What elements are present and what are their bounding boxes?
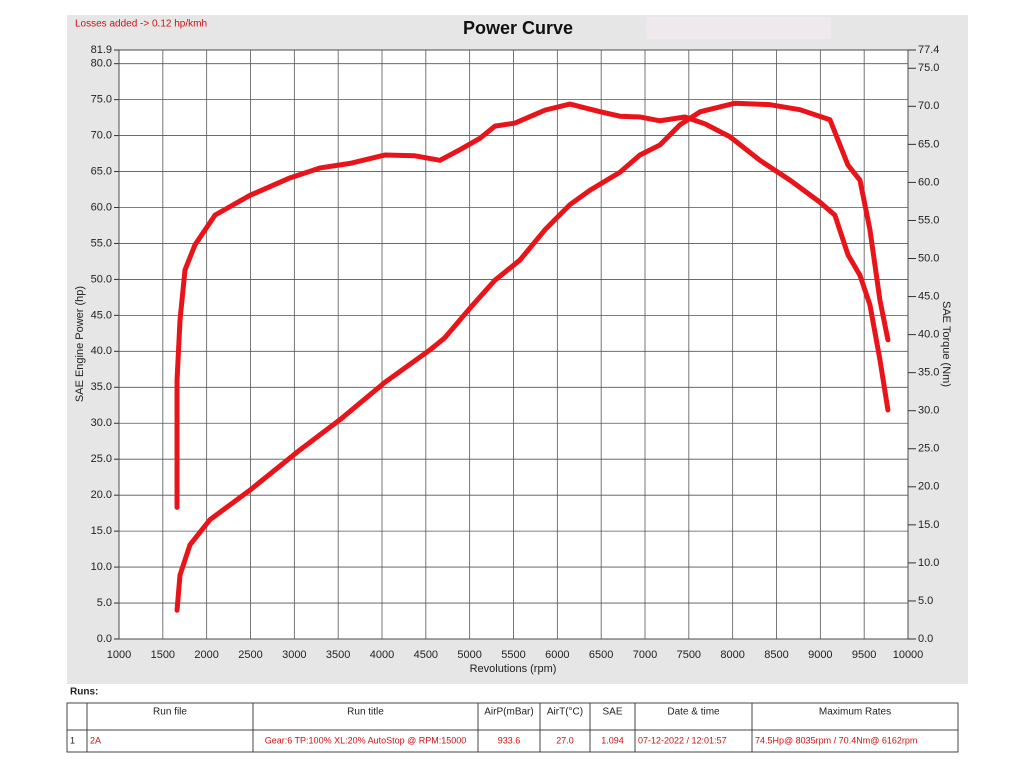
- y-tick-label: 65.0: [91, 165, 112, 177]
- y-tick-label: 15.0: [91, 525, 112, 537]
- y-tick-label: 80.0: [91, 58, 112, 70]
- y2-tick-label: 55.0: [918, 214, 939, 226]
- x-tick-label: 1500: [151, 649, 175, 661]
- y-axis-label: SAE Engine Power (hp): [74, 286, 86, 402]
- table-cell: 27.0: [556, 735, 574, 745]
- x-tick-label: 5500: [501, 649, 525, 661]
- y2-tick-label: 10.0: [918, 557, 939, 569]
- y-tick-label: 10.0: [91, 561, 112, 573]
- x-axis-label: Revolutions (rpm): [470, 663, 557, 675]
- y-tick-label: 45.0: [91, 309, 112, 321]
- y2-tick-label: 20.0: [918, 481, 939, 493]
- y-tick-label: 20.0: [91, 489, 112, 501]
- y2-tick-label: 40.0: [918, 329, 939, 341]
- y2-tick-label: 70.0: [918, 100, 939, 112]
- x-tick-label: 1000: [107, 649, 131, 661]
- y-tick-label: 5.0: [97, 597, 112, 609]
- y-tick-label: 30.0: [91, 417, 112, 429]
- y2-tick-label: 65.0: [918, 138, 939, 150]
- x-tick-label: 2000: [194, 649, 218, 661]
- y2-tick-label: 15.0: [918, 519, 939, 531]
- x-tick-label: 4500: [414, 649, 438, 661]
- table-cell: Gear:6 TP:100% XL:20% AutoStop @ RPM:150…: [265, 735, 467, 745]
- table-header: AirP(mBar): [484, 707, 533, 718]
- power-torque-line: [174, 100, 891, 613]
- table-cell: 2A: [90, 735, 101, 745]
- x-tick-label: 9500: [852, 649, 876, 661]
- table-cell: 933.6: [498, 735, 521, 745]
- x-tick-label: 8000: [720, 649, 744, 661]
- title-box: [646, 17, 831, 39]
- y2-tick-label: 77.4: [918, 44, 939, 56]
- y2-tick-label: 5.0: [918, 595, 933, 607]
- table-header: Run title: [347, 707, 384, 718]
- x-tick-label: 7500: [677, 649, 701, 661]
- annotation: Losses added -> 0.12 hp/kmh: [75, 19, 207, 30]
- x-tick-label: 3000: [282, 649, 306, 661]
- y2-tick-label: 35.0: [918, 367, 939, 379]
- y-tick-label: 75.0: [91, 94, 112, 106]
- y2-tick-label: 25.0: [918, 443, 939, 455]
- x-tick-label: 2500: [238, 649, 262, 661]
- x-tick-label: 4000: [370, 649, 394, 661]
- table-header: AirT(°C): [547, 707, 583, 718]
- table-header: Run file: [153, 707, 187, 718]
- y-tick-label: 35.0: [91, 381, 112, 393]
- x-tick-label: 6500: [589, 649, 613, 661]
- y-tick-label: 55.0: [91, 237, 112, 249]
- power-torque-line: [174, 101, 891, 510]
- x-tick-label: 3500: [326, 649, 350, 661]
- table-cell: 74.5Hp@ 8035rpm / 70.4Nm@ 6162rpm: [755, 735, 917, 745]
- y2-tick-label: 60.0: [918, 176, 939, 188]
- y2-tick-label: 75.0: [918, 62, 939, 74]
- x-tick-label: 6000: [545, 649, 569, 661]
- chart-title: Power Curve: [463, 18, 573, 38]
- y-tick-label: 0.0: [97, 633, 112, 645]
- y2-tick-label: 45.0: [918, 290, 939, 302]
- table-cell: 1: [70, 735, 75, 745]
- table-header: SAE: [602, 707, 622, 718]
- y2-tick-label: 0.0: [918, 633, 933, 645]
- y-tick-label: 81.9: [91, 44, 112, 56]
- table-cell: 07-12-2022 / 12:01:57: [638, 735, 727, 745]
- y2-axis-label: SAE Torque (Nm): [940, 301, 952, 387]
- table-header: Maximum Rates: [819, 707, 891, 718]
- runs-title: Runs:: [70, 687, 98, 698]
- x-tick-label: 10000: [893, 649, 924, 661]
- x-tick-label: 8500: [764, 649, 788, 661]
- table-cell: 1.094: [601, 735, 624, 745]
- y-tick-label: 60.0: [91, 201, 112, 213]
- y-tick-label: 40.0: [91, 345, 112, 357]
- y-tick-label: 25.0: [91, 453, 112, 465]
- table-header: Date & time: [667, 707, 720, 718]
- x-tick-label: 7000: [633, 649, 657, 661]
- y-tick-label: 50.0: [91, 273, 112, 285]
- runs-table: Run file Run title AirP(mBar) AirT(°C) SAE Da…: [66, 702, 959, 753]
- y2-tick-label: 50.0: [918, 252, 939, 264]
- y-tick-label: 70.0: [91, 129, 112, 141]
- table-border: [66, 702, 959, 753]
- x-tick-label: 5000: [457, 649, 481, 661]
- y2-tick-label: 30.0: [918, 405, 939, 417]
- x-tick-label: 9000: [808, 649, 832, 661]
